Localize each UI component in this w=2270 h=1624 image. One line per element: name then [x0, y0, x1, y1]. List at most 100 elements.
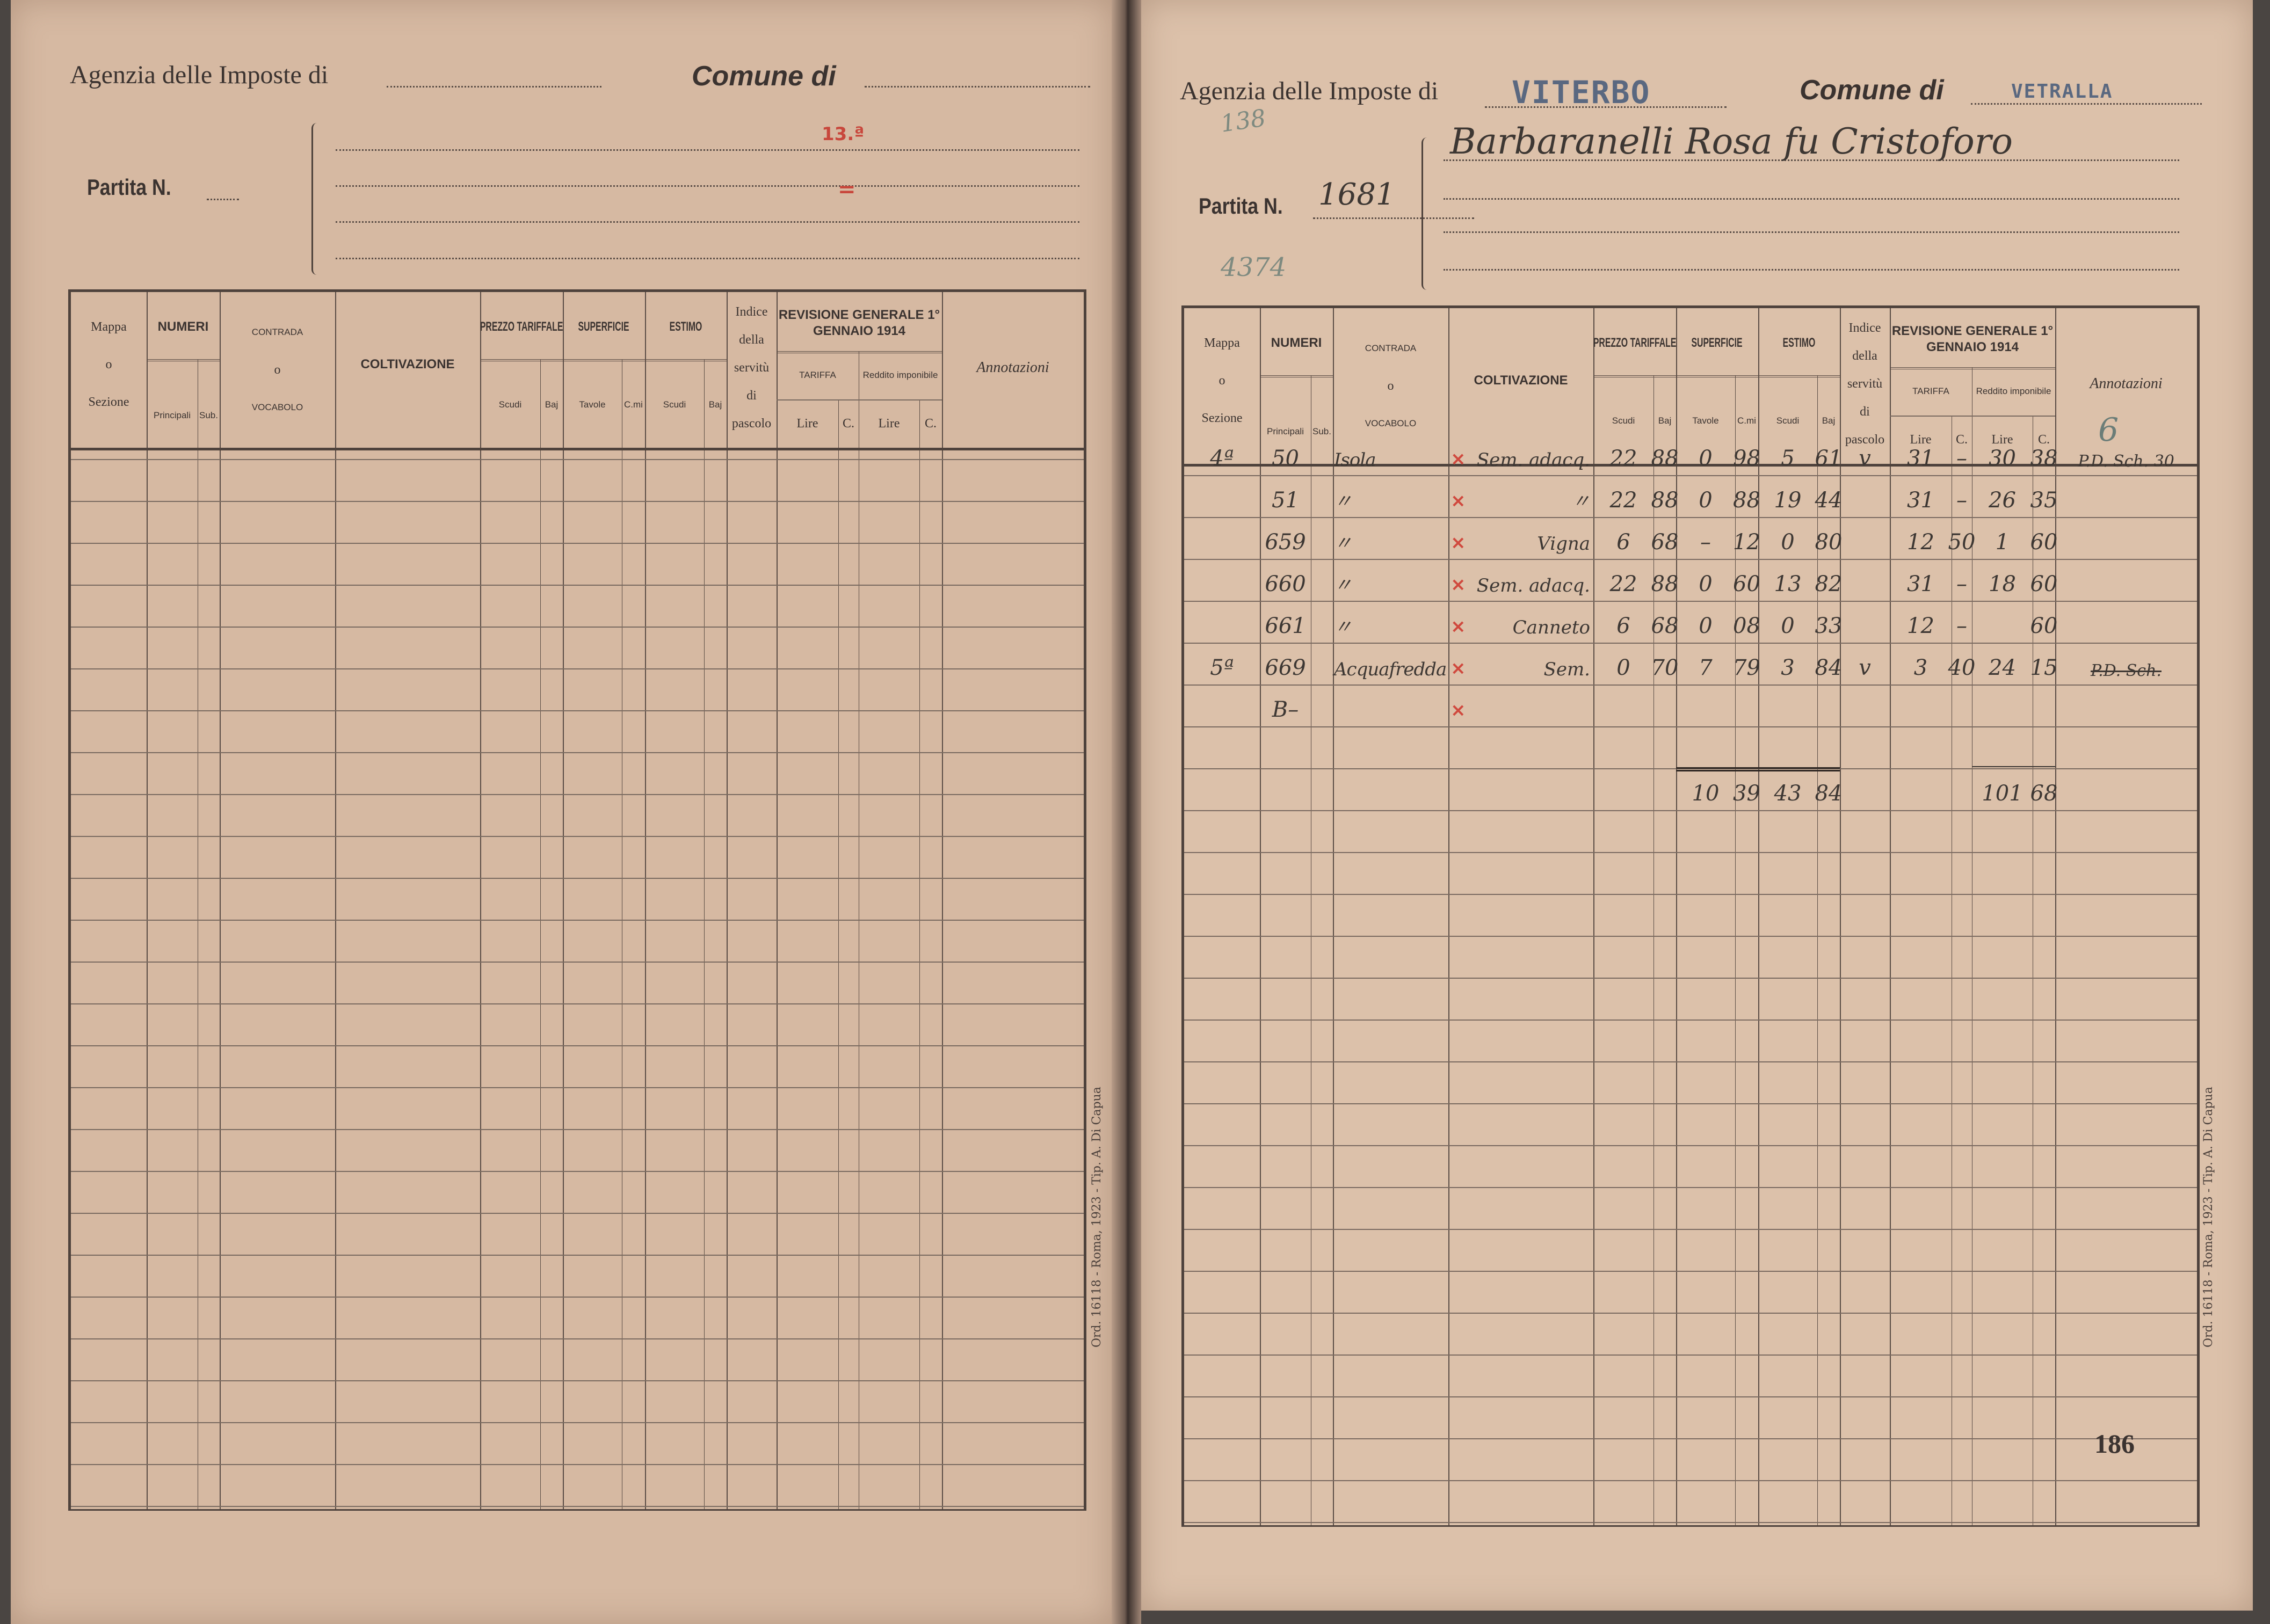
- entry-cell: 84: [1815, 656, 1843, 680]
- sub-header: Sub.: [199, 410, 218, 421]
- row-line: [71, 1213, 1084, 1214]
- entry-cell: P.D. Sch. 30: [2078, 452, 2174, 471]
- entry-cell: 659: [1265, 530, 1306, 555]
- page-number: 186: [2094, 1429, 2135, 1459]
- entry-cell: 22: [1609, 572, 1637, 596]
- entry-cell: 12: [1907, 530, 1934, 555]
- baj-header: Baj: [1822, 416, 1836, 426]
- header-subdivider: [1593, 375, 1840, 377]
- lire-header: Lire: [796, 417, 818, 431]
- prezzo-tariffale-header: PREZZO TARIFFALE: [480, 297, 563, 356]
- row-line: [1184, 601, 2197, 602]
- partita-number: 1681: [1318, 177, 1395, 212]
- entry-cell: –: [1956, 488, 1967, 513]
- indice-header: di: [746, 389, 757, 403]
- entry-cell: Canneto: [1512, 617, 1590, 638]
- entry-cell: 30: [1989, 446, 2016, 471]
- entry-cell: 88: [1651, 488, 1679, 513]
- entry-cell: 661: [1265, 614, 1306, 638]
- entry-cell: –: [1956, 446, 1967, 471]
- entry-cell: Sem. adacq.: [1476, 449, 1590, 471]
- indice-header: servitù: [734, 361, 770, 375]
- entry-cell: 26: [1989, 488, 2016, 513]
- c-header: C.: [842, 417, 854, 431]
- scudi-header: Scudi: [1776, 416, 1800, 426]
- entry-cell: 〃: [1572, 491, 1590, 512]
- printer-note: Ord. 16118 - Roma, 1923 - Tip. A. Di Cap…: [1090, 1087, 1104, 1348]
- row-line: [71, 1422, 1084, 1423]
- c-header: C.: [924, 417, 937, 431]
- coltivazione-header: COLTIVAZIONE: [1474, 373, 1568, 388]
- column-divider: [645, 292, 646, 1509]
- partita-field-line: [207, 199, 239, 200]
- superficie-header-text: SUPERFICIE: [1691, 336, 1743, 350]
- entry-cell: 38: [2030, 446, 2058, 471]
- owner-line: [336, 149, 1079, 151]
- tariffa-header: TARIFFA: [1912, 386, 1949, 397]
- left-page: Agenzia delle Imposte di Comune di Parti…: [11, 0, 1112, 1624]
- row-line: [71, 1003, 1084, 1004]
- row-line: [1184, 643, 2197, 644]
- numeri-header: NUMERI: [157, 319, 209, 334]
- book-spine: [1112, 0, 1141, 1624]
- entry-cell: 88: [1733, 488, 1760, 513]
- column-divider: [1840, 308, 1841, 1525]
- entry-cell: 〃: [1334, 616, 1352, 638]
- reddito-header: Reddito imponibile: [1976, 386, 2051, 397]
- entry-cell: 0: [1699, 572, 1713, 596]
- entry-cell: 660: [1265, 572, 1306, 596]
- column-divider: [1333, 308, 1334, 1525]
- row-line: [71, 1380, 1084, 1381]
- entry-cell: P.D. Sch.: [2091, 661, 2162, 680]
- entry-cell: 6: [1616, 530, 1630, 555]
- row-line: [71, 1255, 1084, 1256]
- entry-cell: Isola: [1334, 449, 1376, 471]
- entry-cell: 44: [1815, 488, 1843, 513]
- tavole-header: Tavole: [1692, 416, 1719, 426]
- entry-cell: –: [1700, 530, 1711, 555]
- subcolumn-divider: [919, 399, 920, 1509]
- entry-cell: 60: [2030, 614, 2058, 638]
- entry-cell: Acquafredda: [1334, 659, 1447, 680]
- header-bottom-rule: [1184, 464, 2197, 467]
- mappa-header: Mappa: [1204, 336, 1240, 350]
- entry-cell: 24: [1989, 656, 2016, 680]
- owner-line: [336, 185, 1079, 187]
- row-line: [1184, 517, 2197, 518]
- estimo-header-text: ESTIMO: [669, 319, 702, 334]
- row-line: [1184, 1313, 2197, 1314]
- entry-cell: 68: [1651, 530, 1679, 555]
- row-line: [71, 1464, 1084, 1465]
- row-line: [1184, 936, 2197, 937]
- subcolumn-divider: [540, 359, 541, 1509]
- comune-label: Comune di: [692, 61, 836, 92]
- row-line: [1184, 1061, 2197, 1062]
- row-line: [71, 836, 1084, 837]
- indice-header: Indice: [1848, 321, 1881, 335]
- row-line: [71, 1045, 1084, 1046]
- entry-cell: 60: [2030, 572, 2058, 596]
- comune-field-line: [865, 86, 1090, 88]
- total-cell: 84: [1815, 781, 1843, 806]
- estimo-header: ESTIMO: [1758, 314, 1840, 373]
- indice-header: pascolo: [731, 417, 772, 431]
- entry-cell: 19: [1774, 488, 1802, 513]
- column-divider: [2055, 308, 2056, 1525]
- entry-cell: 15: [2030, 656, 2058, 680]
- red-check-x-icon: ×: [1451, 532, 1466, 554]
- agency-stamp: VITERBO: [1512, 74, 1651, 111]
- row-line: [1184, 1480, 2197, 1481]
- row-line: [71, 1297, 1084, 1298]
- row-line: [71, 627, 1084, 628]
- coltivazione-header: COLTIVAZIONE: [360, 357, 455, 372]
- entry-cell: 12: [1907, 614, 1934, 638]
- scudi-header: Scudi: [498, 399, 522, 410]
- row-line: [1184, 1229, 2197, 1230]
- red-annotation: 13.ª: [822, 123, 865, 145]
- entry-cell: 31: [1907, 488, 1934, 513]
- reddito-header: Reddito imponibile: [862, 370, 938, 381]
- column-divider: [1260, 308, 1261, 1525]
- total-cell: 39: [1733, 781, 1760, 806]
- subcolumn-divider: [1653, 375, 1654, 1525]
- entry-cell: Sem.: [1543, 659, 1590, 680]
